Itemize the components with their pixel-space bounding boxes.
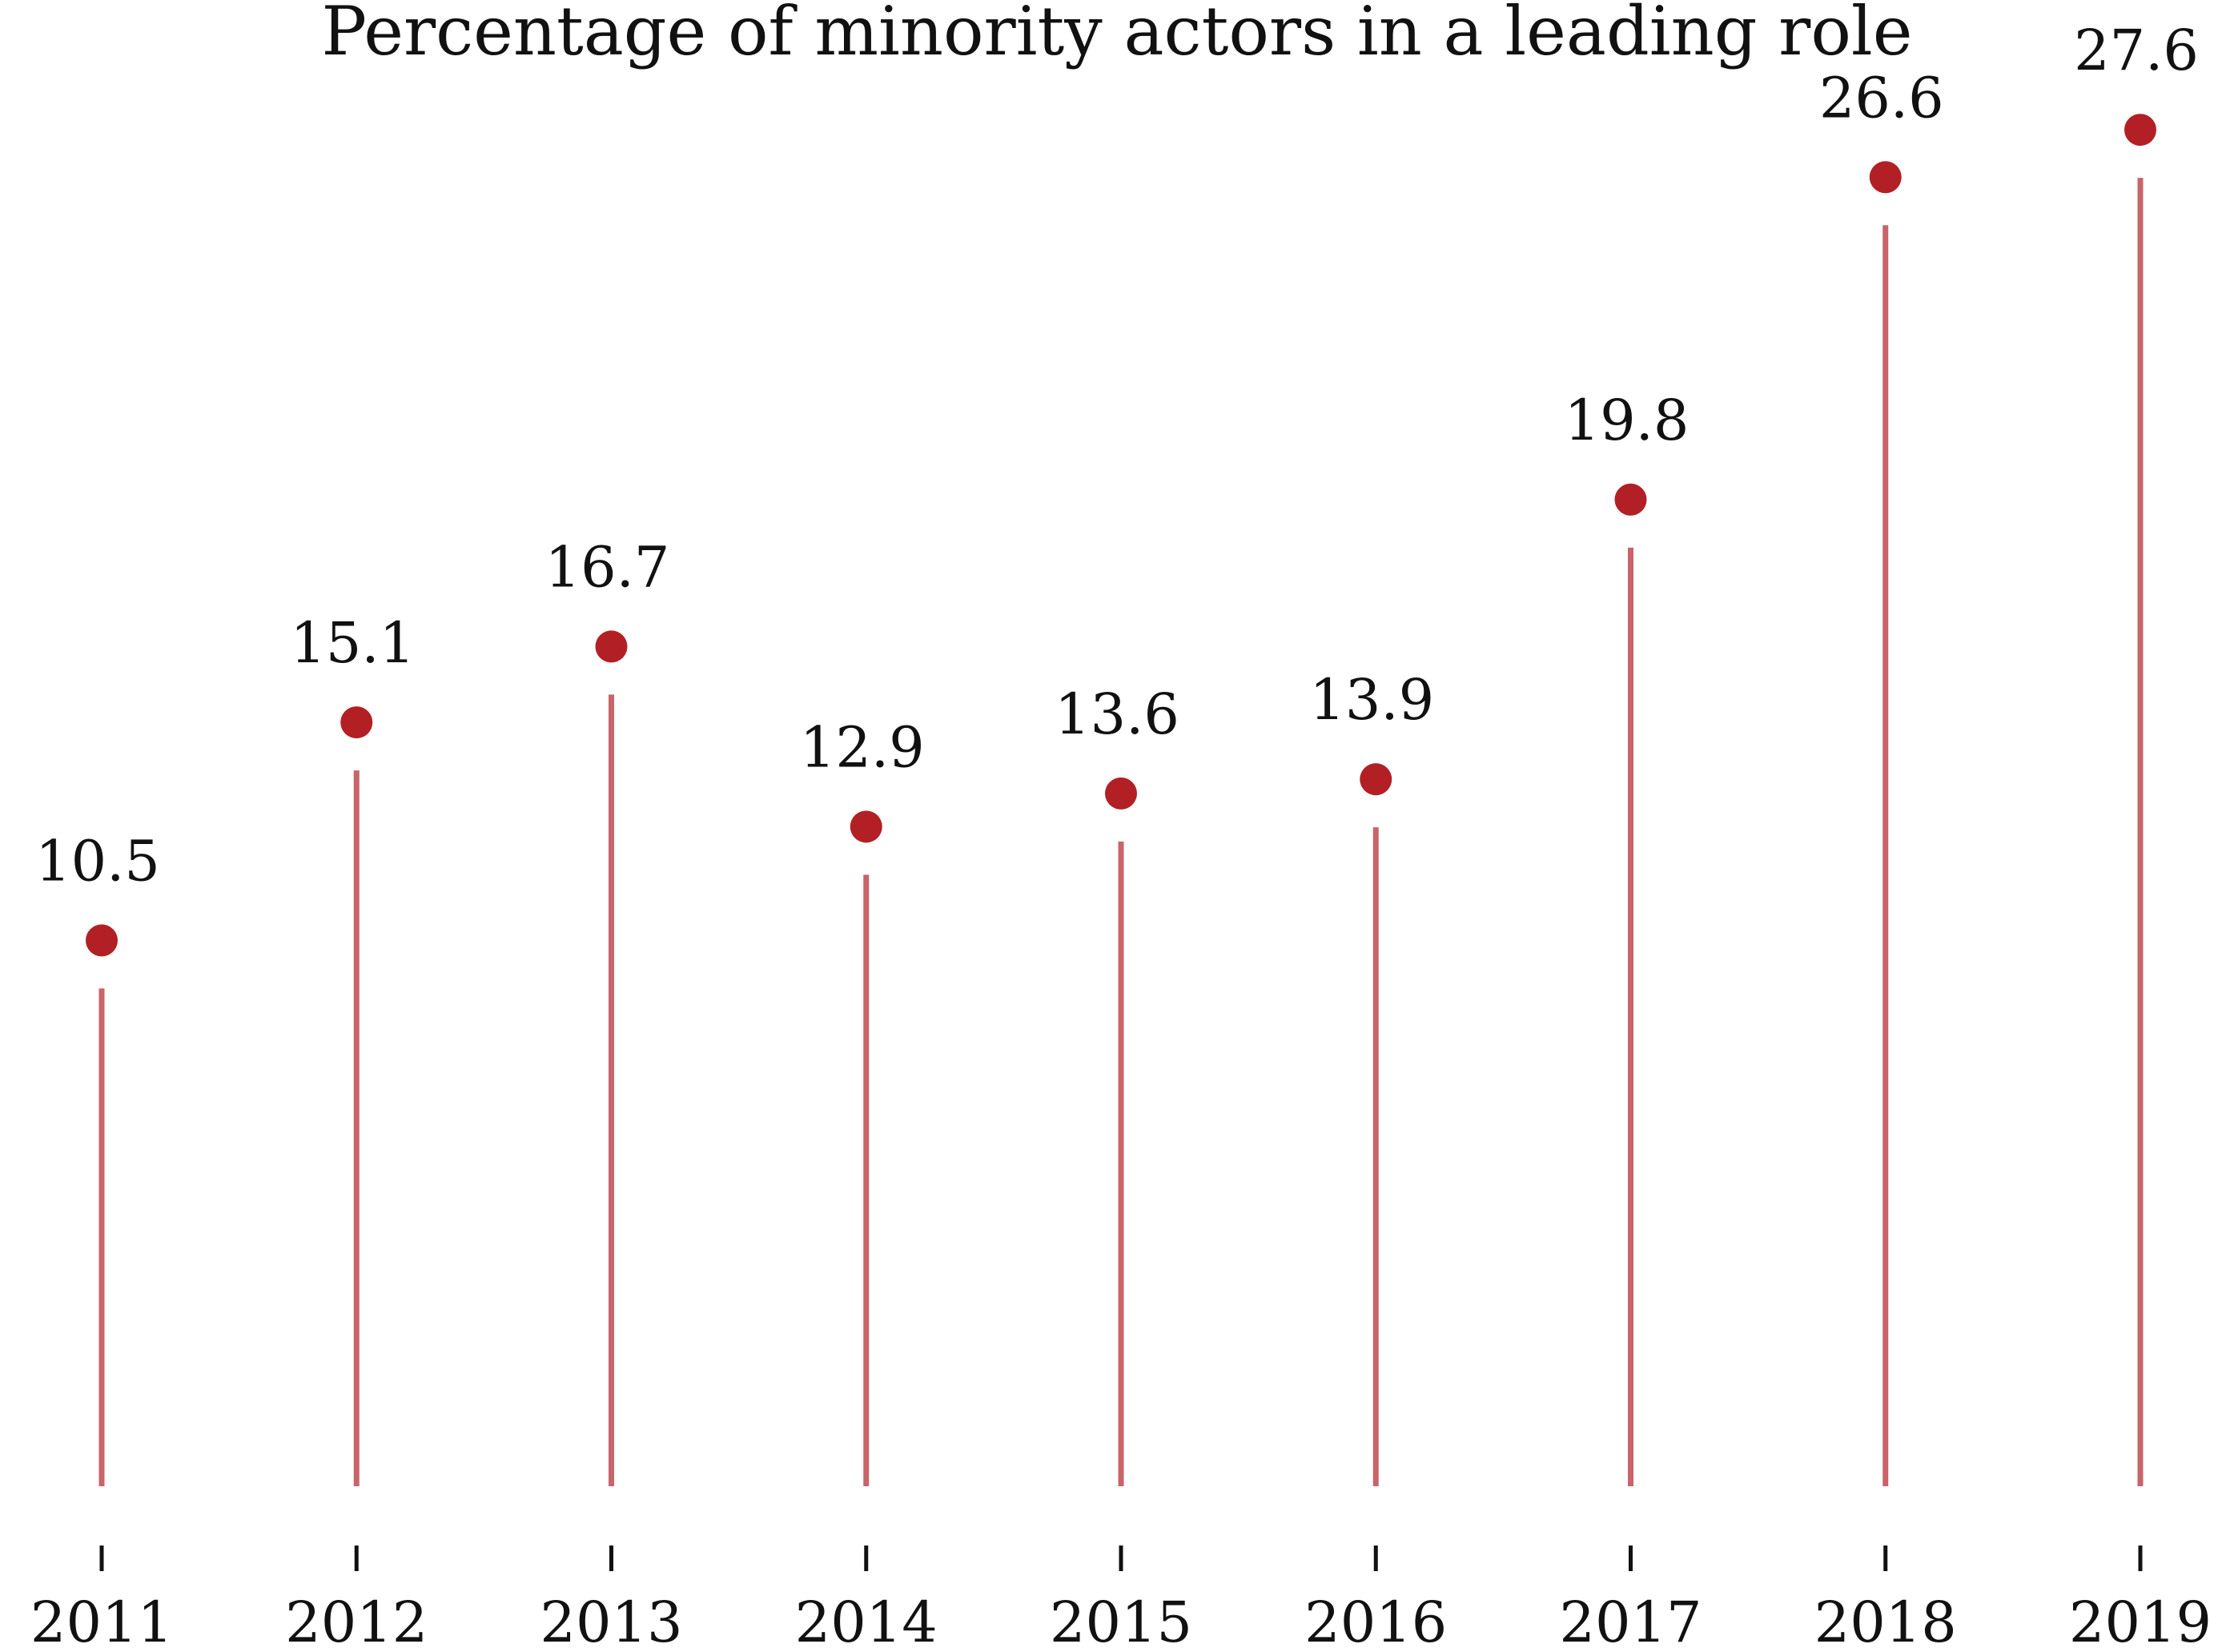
x-tick-label-2012: 2012	[285, 1590, 428, 1652]
value-label-2012: 15.1	[290, 610, 415, 676]
value-label-2019: 27.6	[2074, 18, 2199, 83]
x-tick-label-2015: 2015	[1050, 1590, 1192, 1652]
value-label-2011: 10.5	[35, 828, 160, 894]
marker-2014	[850, 810, 882, 843]
x-tick-label-2011: 2011	[30, 1590, 173, 1652]
x-tick-label-2013: 2013	[540, 1590, 682, 1652]
marker-2013	[595, 630, 628, 663]
marker-2011	[86, 924, 118, 957]
x-tick-label-2016: 2016	[1304, 1590, 1447, 1652]
x-tick-label-2018: 2018	[1814, 1590, 1957, 1652]
markers-layer	[86, 114, 2156, 957]
x-tick-label-2017: 2017	[1559, 1590, 1702, 1652]
chart-title: Percentage of minority actors in a leadi…	[321, 0, 1912, 70]
x-tick-label-2014: 2014	[795, 1590, 938, 1652]
marker-2012	[340, 706, 373, 739]
marker-2016	[1360, 763, 1392, 796]
value-label-2013: 16.7	[545, 534, 670, 600]
stems-layer	[98, 178, 2144, 1486]
value-label-2014: 12.9	[800, 714, 925, 780]
marker-2018	[1869, 161, 1902, 194]
x-axis-tick-labels: 2011 2012 2013 2014 2015 2016 2017 2018 2019	[30, 1590, 2212, 1652]
value-label-2016: 13.9	[1309, 667, 1434, 733]
marker-2019	[2124, 114, 2156, 147]
x-axis-ticks	[99, 1545, 2143, 1571]
x-tick-label-2019: 2019	[2069, 1590, 2212, 1652]
value-label-2018: 26.6	[1819, 65, 1944, 131]
value-label-2015: 13.6	[1055, 681, 1179, 747]
marker-2015	[1105, 777, 1137, 810]
marker-2017	[1614, 483, 1647, 516]
value-labels-layer: 10.5 15.1 16.7 12.9 13.6 13.9 19.8 26.6 27.6	[35, 18, 2199, 894]
value-label-2017: 19.8	[1565, 388, 1690, 453]
